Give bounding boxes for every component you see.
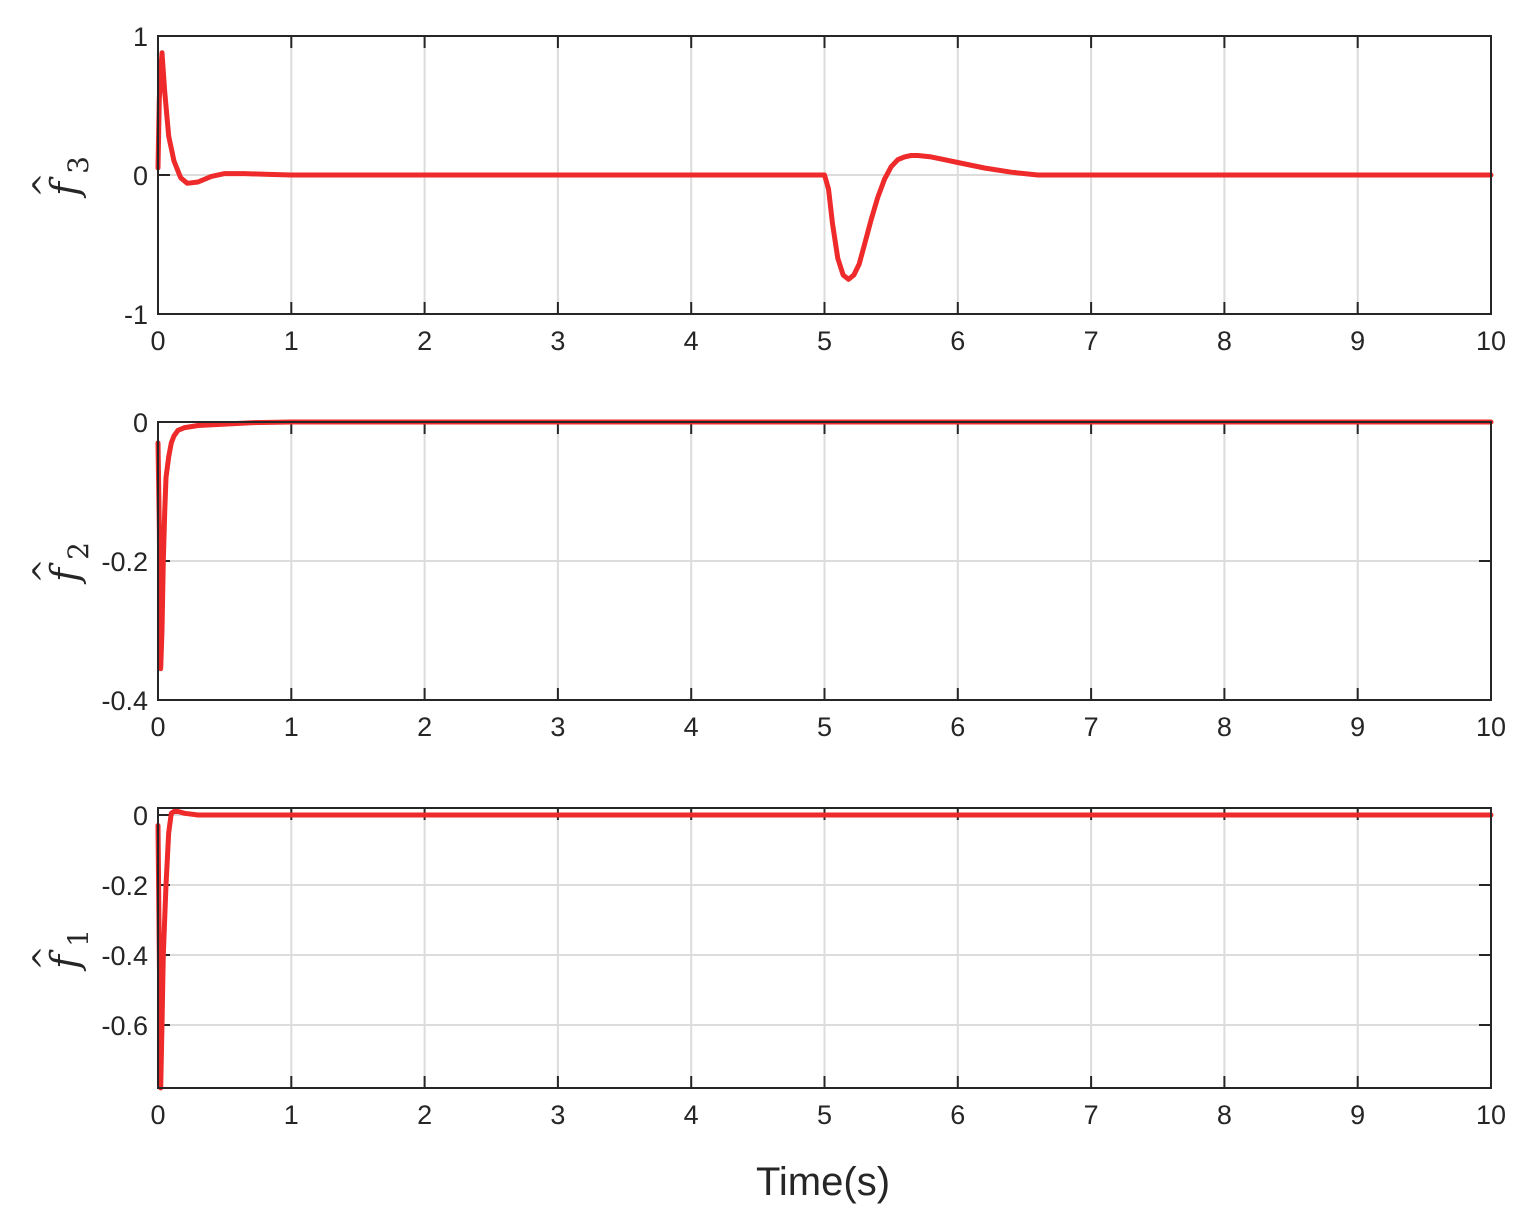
x-tick-label: 6 xyxy=(950,326,965,356)
x-tick-label: 3 xyxy=(550,1100,565,1130)
y-axis-label-subscript: 3 xyxy=(62,156,95,174)
y-axis-label: f^2 xyxy=(27,542,95,585)
y-tick-label: -0.4 xyxy=(101,941,148,971)
series-line xyxy=(155,50,1494,282)
x-axis-label: Time(s) xyxy=(756,1160,890,1204)
x-tick-label: 5 xyxy=(817,1100,832,1130)
y-tick-label: -0.6 xyxy=(101,1011,148,1041)
axes-box xyxy=(157,421,1492,701)
x-tick-label: 1 xyxy=(284,712,299,742)
x-tick-label: 9 xyxy=(1350,712,1365,742)
x-tick-label: 1 xyxy=(284,1100,299,1130)
x-tick-label: 8 xyxy=(1217,712,1232,742)
x-tick-label: 3 xyxy=(550,712,565,742)
x-tick-label: 2 xyxy=(417,1100,432,1130)
y-tick-label: 0 xyxy=(133,408,148,438)
x-tick-label: 9 xyxy=(1350,1100,1365,1130)
y-tick-label: 1 xyxy=(133,22,148,52)
x-tick-label: 7 xyxy=(1084,1100,1099,1130)
x-tick-label: 2 xyxy=(417,326,432,356)
axes-box xyxy=(157,807,1492,1089)
x-tick-label: 10 xyxy=(1476,712,1506,742)
x-tick-label: 5 xyxy=(817,326,832,356)
x-tick-label: 6 xyxy=(950,1100,965,1130)
x-tick-label: 7 xyxy=(1084,326,1099,356)
x-tick-label: 8 xyxy=(1217,1100,1232,1130)
y-tick-label: -0.4 xyxy=(101,686,148,716)
x-tick-label: 3 xyxy=(550,326,565,356)
x-tick-label: 0 xyxy=(150,1100,165,1130)
x-tick-label: 7 xyxy=(1084,712,1099,742)
y-tick-label: -0.2 xyxy=(101,547,148,577)
x-tick-label: 2 xyxy=(417,712,432,742)
x-tick-label: 10 xyxy=(1476,326,1506,356)
y-axis-label-subscript: 1 xyxy=(62,929,95,947)
x-tick-label: 0 xyxy=(150,712,165,742)
x-tick-label: 5 xyxy=(817,712,832,742)
y-axis-label-hat: ^ xyxy=(27,945,62,970)
y-tick-label: 0 xyxy=(133,161,148,191)
y-axis-label-subscript: 2 xyxy=(62,542,95,560)
y-axis-label-hat: ^ xyxy=(27,172,62,197)
y-tick-label: -1 xyxy=(124,300,148,330)
axes-box xyxy=(157,35,1492,315)
x-tick-label: 6 xyxy=(950,712,965,742)
x-tick-label: 9 xyxy=(1350,326,1365,356)
x-tick-label: 1 xyxy=(284,326,299,356)
x-tick-label: 8 xyxy=(1217,326,1232,356)
y-axis-label-hat: ^ xyxy=(27,558,62,583)
x-tick-label: 0 xyxy=(150,326,165,356)
x-tick-label: 4 xyxy=(684,326,699,356)
x-tick-label: 4 xyxy=(684,712,699,742)
y-axis-label: f^1 xyxy=(27,929,95,972)
subplot-f2-hat: 0 1 2 3 4 5 6 7 8 9 10 -0.4 -0.2 0 f^2 xyxy=(27,408,1506,742)
y-tick-label: -0.2 xyxy=(101,871,148,901)
y-axis-label: f^3 xyxy=(27,156,95,199)
series-line xyxy=(155,419,1494,672)
x-tick-label: 10 xyxy=(1476,1100,1506,1130)
x-tick-label: 4 xyxy=(684,1100,699,1130)
subplot-f1-hat: 0 1 2 3 4 5 6 7 8 9 10 -0.6 -0.4 -0.2 0 f^1 xyxy=(27,801,1506,1130)
y-tick-label: 0 xyxy=(133,801,148,831)
